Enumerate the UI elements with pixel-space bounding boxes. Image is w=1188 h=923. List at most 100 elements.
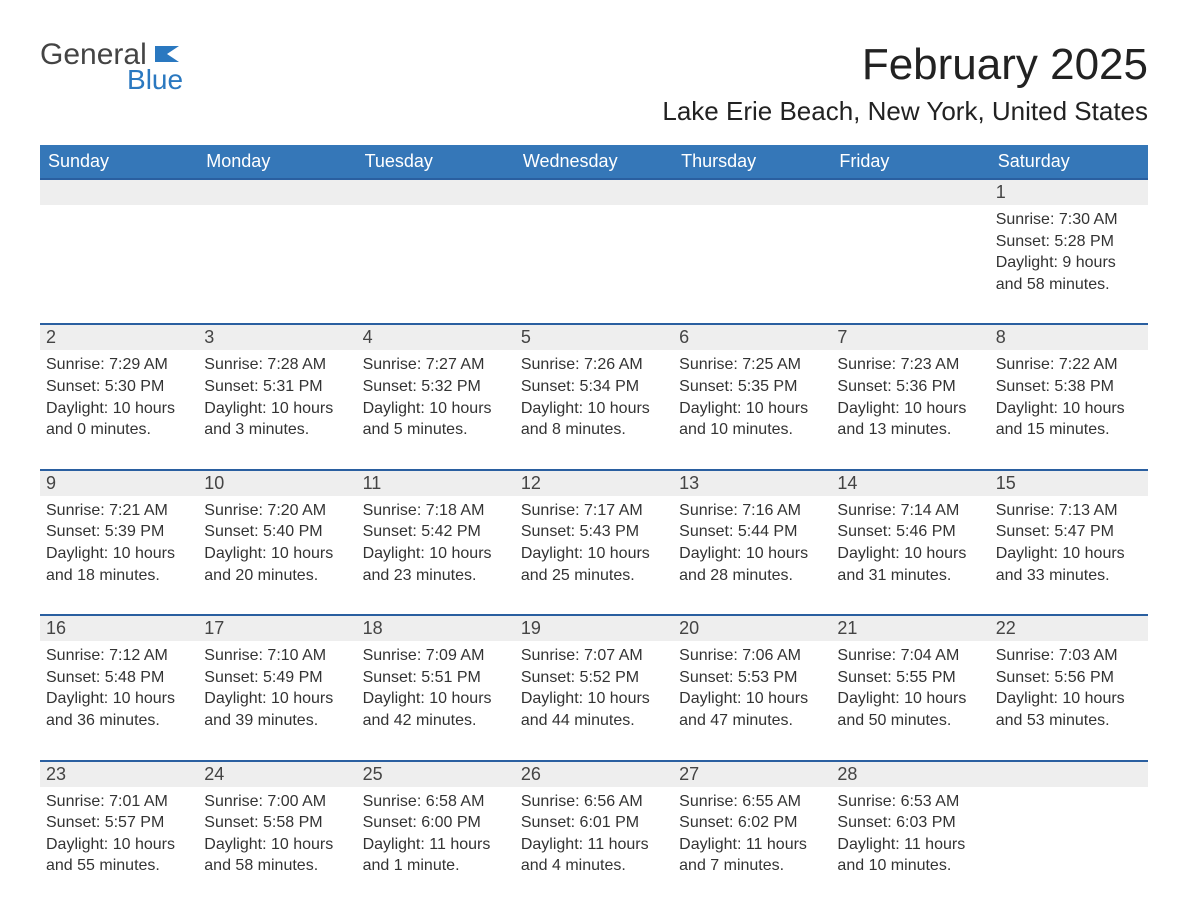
daylight-text: Daylight: 10 hours and 39 minutes. [204, 688, 350, 731]
sunset-text: Sunset: 5:36 PM [837, 376, 983, 398]
day-cell: 16Sunrise: 7:12 AMSunset: 5:48 PMDayligh… [40, 616, 198, 737]
day-cell: 13Sunrise: 7:16 AMSunset: 5:44 PMDayligh… [673, 471, 831, 592]
dow-friday: Friday [831, 145, 989, 178]
day-cell [831, 180, 989, 301]
day-cell: 7Sunrise: 7:23 AMSunset: 5:36 PMDaylight… [831, 325, 989, 446]
sunrise-text: Sunrise: 7:20 AM [204, 500, 350, 522]
daylight-text: Daylight: 11 hours and 7 minutes. [679, 834, 825, 877]
day-number: 6 [673, 325, 831, 350]
daylight-text: Daylight: 10 hours and 13 minutes. [837, 398, 983, 441]
day-cell: 23Sunrise: 7:01 AMSunset: 5:57 PMDayligh… [40, 762, 198, 883]
day-number: 3 [198, 325, 356, 350]
day-cell: 11 Sunrise: 7:18 AMSunset: 5:42 PMDayligh… [357, 471, 515, 592]
sunrise-text: Sunrise: 7:29 AM [46, 354, 192, 376]
daylight-text: Daylight: 10 hours and 5 minutes. [363, 398, 509, 441]
daylight-text: Daylight: 10 hours and 42 minutes. [363, 688, 509, 731]
day-cell: 14 Sunrise: 7:14 AMSunset: 5:46 PMDayligh… [831, 471, 989, 592]
daylight-text: Daylight: 10 hours and 58 minutes. [204, 834, 350, 877]
day-number [198, 180, 356, 205]
day-details: Sunrise: 7:13 AMSunset: 5:47 PMDaylight:… [996, 500, 1142, 586]
day-number [831, 180, 989, 205]
day-number: 28 [831, 762, 989, 787]
day-number: 11 [357, 471, 515, 496]
day-cell: 12 Sunrise: 7:17 AMSunset: 5:43 PMDayligh… [515, 471, 673, 592]
day-details: Sunrise: 7:14 AMSunset: 5:46 PMDaylight:… [837, 500, 983, 586]
day-number: 12 [515, 471, 673, 496]
day-cell: 5Sunrise: 7:26 AMSunset: 5:34 PMDaylight… [515, 325, 673, 446]
sunrise-text: Sunrise: 7:01 AM [46, 791, 192, 813]
day-details: Sunrise: 7:09 AMSunset: 5:51 PMDaylight:… [363, 645, 509, 731]
daylight-text: Daylight: 10 hours and 8 minutes. [521, 398, 667, 441]
sunrise-text: Sunrise: 7:27 AM [363, 354, 509, 376]
sunset-text: Sunset: 5:56 PM [996, 667, 1142, 689]
day-details: Sunrise: 7:29 AMSunset: 5:30 PMDaylight:… [46, 354, 192, 440]
sunrise-text: Sunrise: 6:56 AM [521, 791, 667, 813]
sunset-text: Sunset: 5:53 PM [679, 667, 825, 689]
sunset-text: Sunset: 6:01 PM [521, 812, 667, 834]
day-cell: 22Sunrise: 7:03 AMSunset: 5:56 PMDayligh… [990, 616, 1148, 737]
week-row: 23Sunrise: 7:01 AMSunset: 5:57 PMDayligh… [40, 760, 1148, 883]
sunset-text: Sunset: 5:42 PM [363, 521, 509, 543]
day-cell: 24Sunrise: 7:00 AMSunset: 5:58 PMDayligh… [198, 762, 356, 883]
dow-sunday: Sunday [40, 145, 198, 178]
sunset-text: Sunset: 5:34 PM [521, 376, 667, 398]
day-cell: 25Sunrise: 6:58 AMSunset: 6:00 PMDayligh… [357, 762, 515, 883]
day-cell: 27Sunrise: 6:55 AMSunset: 6:02 PMDayligh… [673, 762, 831, 883]
day-details: Sunrise: 7:20 AMSunset: 5:40 PMDaylight:… [204, 500, 350, 586]
daylight-text: Daylight: 10 hours and 28 minutes. [679, 543, 825, 586]
day-cell [40, 180, 198, 301]
day-number: 2 [40, 325, 198, 350]
weeks-container: 1Sunrise: 7:30 AMSunset: 5:28 PMDaylight… [40, 178, 1148, 883]
day-cell [198, 180, 356, 301]
day-cell: 20Sunrise: 7:06 AMSunset: 5:53 PMDayligh… [673, 616, 831, 737]
sunset-text: Sunset: 5:52 PM [521, 667, 667, 689]
daylight-text: Daylight: 11 hours and 10 minutes. [837, 834, 983, 877]
sunrise-text: Sunrise: 7:16 AM [679, 500, 825, 522]
sunset-text: Sunset: 5:35 PM [679, 376, 825, 398]
sunset-text: Sunset: 5:49 PM [204, 667, 350, 689]
daylight-text: Daylight: 10 hours and 23 minutes. [363, 543, 509, 586]
day-details: Sunrise: 7:17 AMSunset: 5:43 PMDaylight:… [521, 500, 667, 586]
day-number: 25 [357, 762, 515, 787]
day-number: 19 [515, 616, 673, 641]
day-cell: 1Sunrise: 7:30 AMSunset: 5:28 PMDaylight… [990, 180, 1148, 301]
sunset-text: Sunset: 5:39 PM [46, 521, 192, 543]
daylight-text: Daylight: 10 hours and 36 minutes. [46, 688, 192, 731]
dow-wednesday: Wednesday [515, 145, 673, 178]
sunset-text: Sunset: 5:31 PM [204, 376, 350, 398]
sunrise-text: Sunrise: 7:26 AM [521, 354, 667, 376]
title-block: February 2025 Lake Erie Beach, New York,… [662, 40, 1148, 127]
day-details: Sunrise: 6:55 AMSunset: 6:02 PMDaylight:… [679, 791, 825, 877]
day-cell: 26Sunrise: 6:56 AMSunset: 6:01 PMDayligh… [515, 762, 673, 883]
day-details: Sunrise: 7:12 AMSunset: 5:48 PMDaylight:… [46, 645, 192, 731]
sunrise-text: Sunrise: 7:30 AM [996, 209, 1142, 231]
day-details: Sunrise: 7:16 AMSunset: 5:44 PMDaylight:… [679, 500, 825, 586]
day-number [40, 180, 198, 205]
day-cell: 10Sunrise: 7:20 AMSunset: 5:40 PMDayligh… [198, 471, 356, 592]
daylight-text: Daylight: 10 hours and 18 minutes. [46, 543, 192, 586]
sunrise-text: Sunrise: 7:23 AM [837, 354, 983, 376]
day-cell: 17Sunrise: 7:10 AMSunset: 5:49 PMDayligh… [198, 616, 356, 737]
day-number: 14 [831, 471, 989, 496]
day-details: Sunrise: 7:22 AMSunset: 5:38 PMDaylight:… [996, 354, 1142, 440]
sunrise-text: Sunrise: 6:58 AM [363, 791, 509, 813]
sunrise-text: Sunrise: 7:22 AM [996, 354, 1142, 376]
day-cell: 28Sunrise: 6:53 AMSunset: 6:03 PMDayligh… [831, 762, 989, 883]
day-details: Sunrise: 7:01 AMSunset: 5:57 PMDaylight:… [46, 791, 192, 877]
day-number: 21 [831, 616, 989, 641]
day-number: 8 [990, 325, 1148, 350]
day-of-week-header: Sunday Monday Tuesday Wednesday Thursday… [40, 145, 1148, 178]
sunrise-text: Sunrise: 7:10 AM [204, 645, 350, 667]
daylight-text: Daylight: 10 hours and 55 minutes. [46, 834, 192, 877]
day-details: Sunrise: 7:18 AMSunset: 5:42 PMDaylight:… [363, 500, 509, 586]
day-details: Sunrise: 7:30 AMSunset: 5:28 PMDaylight:… [996, 209, 1142, 295]
sunrise-text: Sunrise: 7:03 AM [996, 645, 1142, 667]
sunrise-text: Sunrise: 7:13 AM [996, 500, 1142, 522]
day-details: Sunrise: 7:07 AMSunset: 5:52 PMDaylight:… [521, 645, 667, 731]
day-details: Sunrise: 7:25 AMSunset: 5:35 PMDaylight:… [679, 354, 825, 440]
day-cell [990, 762, 1148, 883]
sunrise-text: Sunrise: 7:04 AM [837, 645, 983, 667]
week-row: 2 Sunrise: 7:29 AMSunset: 5:30 PMDaylight… [40, 323, 1148, 446]
day-cell [515, 180, 673, 301]
daylight-text: Daylight: 9 hours and 58 minutes. [996, 252, 1142, 295]
